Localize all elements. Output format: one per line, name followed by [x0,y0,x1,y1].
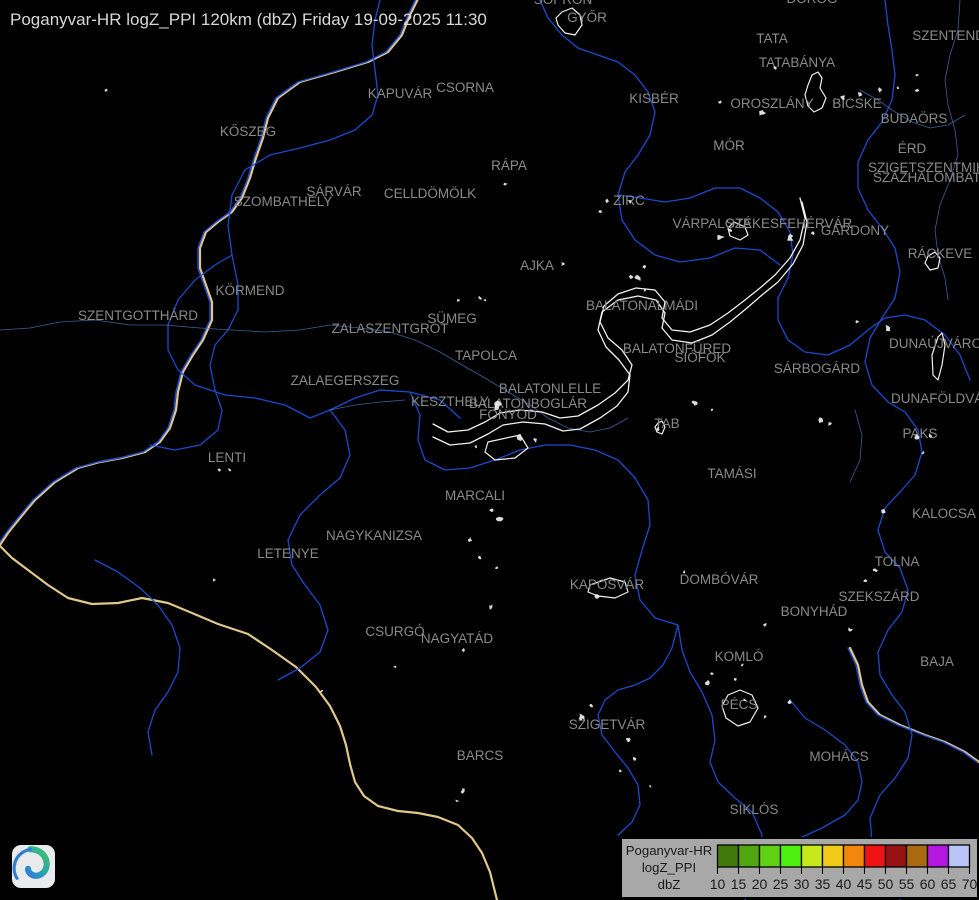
svg-text:15: 15 [731,876,747,892]
svg-text:TOLNA: TOLNA [875,554,920,569]
svg-text:RÁCKEVE: RÁCKEVE [908,246,973,261]
svg-text:DOROG: DOROG [786,0,837,6]
svg-text:Poganyvar-HR: Poganyvar-HR [626,843,713,858]
svg-text:ZALAEGERSZEG: ZALAEGERSZEG [291,373,400,388]
svg-text:35: 35 [815,876,831,892]
svg-text:ZIRC: ZIRC [613,193,645,208]
svg-text:40: 40 [836,876,852,892]
svg-text:SZOMBATHELY: SZOMBATHELY [234,194,333,209]
svg-text:dbZ: dbZ [658,877,681,892]
svg-text:FONYÓD: FONYÓD [479,407,537,422]
svg-text:TATA: TATA [756,31,788,46]
svg-text:OROSZLÁNY: OROSZLÁNY [730,96,813,111]
svg-text:KAPUVÁR: KAPUVÁR [368,86,433,101]
svg-text:DUNAFÖLDVÁR: DUNAFÖLDVÁR [891,391,979,406]
svg-text:LENTI: LENTI [208,450,246,465]
svg-text:TAPOLCA: TAPOLCA [455,348,517,363]
svg-text:10: 10 [710,876,726,892]
svg-text:LETENYE: LETENYE [257,546,319,561]
svg-text:logZ_PPI: logZ_PPI [642,860,696,875]
svg-text:PÉCS: PÉCS [721,697,758,712]
svg-text:PAKS: PAKS [902,426,937,441]
svg-text:MÓR: MÓR [713,138,745,153]
svg-text:20: 20 [752,876,768,892]
svg-text:KŐSZEG: KŐSZEG [220,124,276,139]
svg-text:SZEKSZÁRD: SZEKSZÁRD [838,589,919,604]
svg-text:70: 70 [962,876,978,892]
svg-text:SZÁZHALOMBATTA: SZÁZHALOMBATTA [873,170,979,185]
svg-text:NAGYATÁD: NAGYATÁD [421,631,494,646]
svg-text:30: 30 [794,876,810,892]
svg-text:GÁRDONY: GÁRDONY [821,223,889,238]
svg-text:KISBÉR: KISBÉR [629,91,679,106]
svg-text:Poganyvar-HR logZ_PPI 120km (d: Poganyvar-HR logZ_PPI 120km (dbZ) Friday… [10,10,487,29]
svg-text:AJKA: AJKA [520,258,554,273]
svg-text:MOHÁCS: MOHÁCS [809,749,868,764]
svg-text:CSORNA: CSORNA [436,80,494,95]
svg-text:SIKLÓS: SIKLÓS [730,802,779,817]
svg-text:RÁPA: RÁPA [491,158,527,173]
svg-text:TAMÁSI: TAMÁSI [707,466,756,481]
svg-text:BALATONLELLE: BALATONLELLE [499,381,601,396]
svg-text:SZENTGOTTHÁRD: SZENTGOTTHÁRD [78,308,198,323]
svg-text:BARCS: BARCS [457,748,504,763]
svg-text:SIÓFOK: SIÓFOK [674,350,725,365]
svg-text:GYŐR: GYŐR [567,10,607,25]
svg-text:NAGYKANIZSA: NAGYKANIZSA [326,528,422,543]
svg-text:BALATONALMÁDI: BALATONALMÁDI [586,298,698,313]
svg-text:SÜMEG: SÜMEG [427,311,477,326]
svg-text:55: 55 [899,876,915,892]
svg-text:50: 50 [878,876,894,892]
svg-text:65: 65 [941,876,957,892]
svg-text:TATABÁNYA: TATABÁNYA [759,55,835,70]
svg-text:DUNAÚJVÁROS: DUNAÚJVÁROS [889,336,979,351]
svg-text:KAPOSVÁR: KAPOSVÁR [570,577,645,592]
svg-text:ÉRD: ÉRD [898,141,927,156]
svg-text:CSURGÓ: CSURGÓ [365,624,424,639]
svg-text:KALOCSA: KALOCSA [912,506,976,521]
svg-text:BAJA: BAJA [920,654,954,669]
svg-text:DOMBÓVÁR: DOMBÓVÁR [680,572,759,587]
svg-text:25: 25 [773,876,789,892]
svg-text:SOPRON: SOPRON [534,0,593,7]
svg-text:MARCALI: MARCALI [445,488,505,503]
svg-text:SZENTENDRE: SZENTENDRE [912,28,979,43]
svg-text:CELLDÖMÖLK: CELLDÖMÖLK [384,186,476,201]
svg-text:BUDAÖRS: BUDAÖRS [881,111,948,126]
svg-text:BICSKE: BICSKE [832,96,882,111]
svg-text:SÁRBOGÁRD: SÁRBOGÁRD [774,361,861,376]
svg-text:45: 45 [857,876,873,892]
svg-text:60: 60 [920,876,936,892]
svg-text:KOMLÓ: KOMLÓ [715,649,764,664]
svg-text:BONYHÁD: BONYHÁD [781,604,848,619]
svg-text:KÖRMEND: KÖRMEND [215,283,284,298]
